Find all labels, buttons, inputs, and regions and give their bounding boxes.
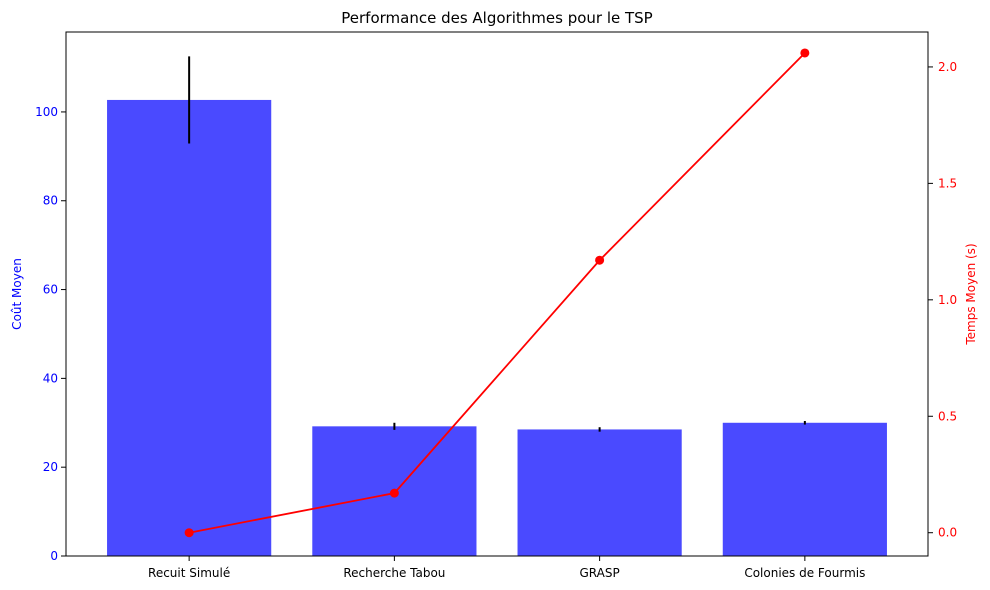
right-tick-label: 1.5	[938, 176, 957, 190]
x-tick-label: Recuit Simulé	[148, 566, 230, 580]
right-axis-label: Temps Moyen (s)	[964, 243, 978, 345]
time-point-0	[184, 528, 194, 538]
left-tick-label: 100	[35, 105, 58, 119]
left-tick-label: 40	[43, 371, 58, 385]
x-axis: Recuit Simulé Recherche Tabou GRASP Colonie…	[148, 556, 865, 580]
bars-layer	[107, 99, 887, 556]
time-point-1	[389, 488, 399, 498]
bar-3	[722, 422, 887, 556]
bar-0	[107, 99, 272, 556]
time-line	[188, 52, 806, 534]
right-tick-label: 2.0	[938, 60, 957, 74]
left-tick-label: 0	[50, 549, 58, 563]
error-bars-layer	[188, 56, 806, 432]
left-tick-label: 20	[43, 460, 58, 474]
left-tick-label: 80	[43, 194, 58, 208]
right-tick-label: 0.5	[938, 409, 957, 423]
time-point-3	[800, 48, 810, 58]
left-axis-label: Coût Moyen	[10, 258, 24, 330]
right-y-axis: 0.0 0.5 1.0 1.5 2.0	[928, 60, 957, 540]
right-tick-label: 0.0	[938, 526, 957, 540]
x-tick-label: GRASP	[580, 566, 620, 580]
x-tick-label: Recherche Tabou	[343, 566, 445, 580]
left-y-axis: 0 20 40 60 80 100	[35, 105, 66, 563]
line-series-layer	[184, 48, 810, 538]
left-tick-label: 60	[43, 283, 58, 297]
chart-title: Performance des Algorithmes pour le TSP	[341, 9, 652, 27]
time-point-2	[595, 255, 605, 265]
right-tick-label: 1.0	[938, 293, 957, 307]
bar-2	[517, 429, 682, 556]
plot-frame	[65, 31, 929, 557]
x-tick-label: Colonies de Fourmis	[744, 566, 865, 580]
